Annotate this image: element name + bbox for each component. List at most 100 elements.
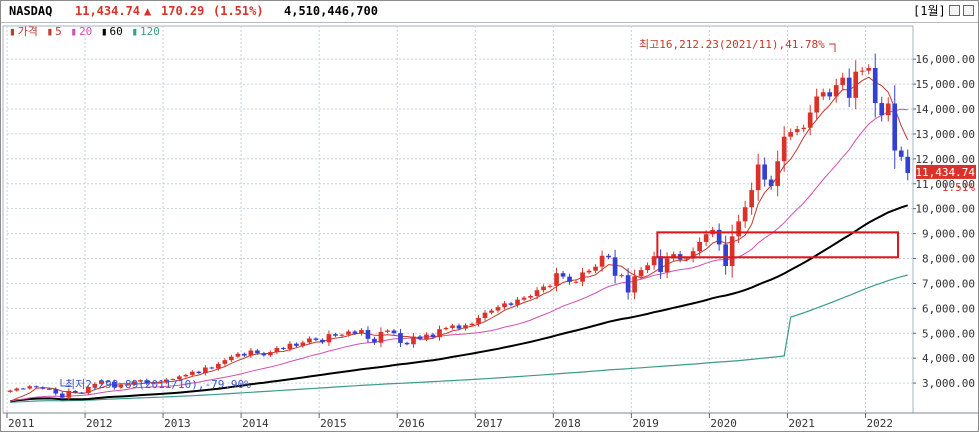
- candle: [274, 348, 280, 353]
- x-tick-label: 2011: [8, 417, 35, 430]
- candle: [716, 229, 722, 245]
- candle: [137, 380, 143, 382]
- x-tick-label: 2020: [710, 417, 737, 430]
- candle: [664, 258, 670, 273]
- volume-value: 4,510,446,700: [284, 4, 378, 18]
- candle: [541, 286, 546, 291]
- candle: [521, 297, 527, 300]
- candle: [749, 190, 755, 208]
- period-selector[interactable]: [1월]: [913, 4, 946, 18]
- up-arrow-icon: ▲: [144, 4, 152, 18]
- candle: [515, 299, 520, 305]
- candle: [163, 379, 169, 383]
- x-tick-label: 2018: [554, 417, 581, 430]
- candle: [697, 241, 702, 252]
- candle: [144, 380, 150, 384]
- candle: [762, 164, 768, 180]
- candle: [118, 384, 124, 388]
- legend-price[interactable]: 가격: [17, 25, 38, 38]
- legend-price-marker: ▮: [9, 25, 16, 38]
- candle: [59, 393, 65, 398]
- candle: [892, 103, 898, 151]
- legend: ▮ 가격 ▮ 5 ▮ 20 ▮ 60 ▮ 120: [9, 24, 162, 40]
- legend-ma5[interactable]: 5: [55, 25, 62, 38]
- legend-ma20[interactable]: 20: [79, 25, 93, 38]
- legend-ma20-marker: ▮: [70, 25, 77, 38]
- low-annotation: 최저2,298.89(2011/10),-79.90%: [65, 378, 251, 391]
- y-tick-label: 4,000.00: [922, 352, 975, 365]
- candle: [372, 338, 377, 343]
- candle: [788, 132, 794, 137]
- legend-ma120[interactable]: 120: [140, 25, 160, 38]
- grid: [2, 25, 978, 414]
- candle: [131, 381, 137, 385]
- ma20-line: [10, 108, 908, 402]
- candle: [437, 329, 442, 338]
- last-price-box: [916, 164, 976, 179]
- candle: [625, 275, 631, 293]
- minimize-icon[interactable]: [949, 5, 960, 16]
- candle: [866, 68, 872, 71]
- candle: [645, 265, 650, 271]
- last-price-label: 11,434.74: [915, 166, 975, 179]
- candle: [768, 179, 774, 186]
- y-tick-label: 11,000.00: [915, 178, 975, 191]
- candle: [46, 388, 52, 390]
- candle: [98, 380, 104, 384]
- ma60-path: [10, 204, 909, 403]
- candle: [281, 348, 286, 350]
- candle: [508, 303, 514, 305]
- candle: [417, 336, 423, 339]
- x-tick-label: 2012: [86, 417, 113, 430]
- candle: [651, 256, 657, 266]
- x-tick-label: 2015: [320, 417, 347, 430]
- candle: [456, 325, 462, 329]
- candle: [833, 85, 839, 97]
- candle: [20, 388, 26, 390]
- candle: [111, 381, 117, 388]
- candle: [105, 380, 111, 382]
- candle: [840, 77, 846, 86]
- candle: [92, 383, 98, 388]
- x-tick-label: 2017: [476, 417, 503, 430]
- candle: [398, 333, 403, 343]
- candle: [560, 273, 566, 277]
- candle: [547, 285, 553, 287]
- candle: [209, 367, 215, 369]
- ma60-line: [10, 204, 909, 403]
- candle: [235, 353, 241, 357]
- x-tick-label: 2013: [164, 417, 191, 430]
- legend-ma60[interactable]: 60: [109, 25, 123, 38]
- candle: [346, 331, 351, 335]
- y-tick-label: 13,000.00: [915, 128, 975, 141]
- high-annotation-arrow: [829, 43, 836, 52]
- candle: [684, 258, 689, 260]
- candle: [190, 371, 195, 375]
- candle: [385, 330, 390, 332]
- candle: [339, 334, 345, 336]
- candle: [170, 379, 176, 381]
- change-percent: (1.51%): [213, 4, 264, 18]
- candle: [320, 339, 325, 343]
- close-icon[interactable]: [963, 5, 974, 16]
- candle: [287, 343, 293, 349]
- y-tick-label: 16,000.00: [915, 53, 975, 66]
- candle: [489, 310, 494, 313]
- candle: [723, 244, 728, 266]
- candle: [255, 350, 260, 354]
- candle: [430, 334, 436, 338]
- candle: [411, 336, 416, 345]
- y-tick-label: 3,000.00: [922, 377, 975, 390]
- candle: [599, 255, 605, 267]
- candle: [53, 389, 59, 394]
- y-tick-label: 8,000.00: [922, 253, 975, 266]
- y-tick-label: 5,000.00: [922, 327, 975, 340]
- candle: [242, 353, 247, 356]
- candles: [7, 53, 911, 401]
- candle: [807, 112, 813, 128]
- candle: [14, 388, 20, 391]
- candle: [554, 273, 559, 286]
- candle: [853, 71, 859, 98]
- candle: [124, 384, 130, 386]
